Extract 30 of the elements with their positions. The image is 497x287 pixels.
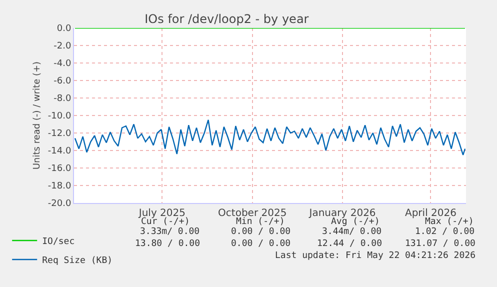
chart-title: IOs for /dev/loop2 - by year	[144, 12, 309, 26]
y-tick-label: -14.0	[48, 146, 72, 157]
text: 0.00 / 0.00	[231, 239, 291, 249]
text: 0.00 / 0.00	[231, 227, 291, 237]
text: Max (-/+)	[425, 217, 474, 227]
x-tick-label: April 2026	[404, 208, 456, 219]
legend-label: IO/sec	[42, 237, 75, 248]
text: 131.07 / 0.00	[405, 239, 476, 249]
y-tick-label: -6.0	[54, 76, 72, 87]
text: Cur (-/+)	[141, 217, 190, 227]
text: Avg (-/+)	[331, 217, 380, 227]
y-tick-label: -8.0	[54, 94, 72, 104]
legend-label: Req Size (KB)	[42, 256, 113, 266]
text: 3.33m/ 0.00	[140, 227, 200, 237]
y-tick-label: 0.0	[56, 24, 72, 34]
text: 3.44m/ 0.00	[322, 227, 382, 237]
text: Min (-/+)	[236, 217, 285, 227]
y-tick-label: -2.0	[54, 42, 72, 52]
text: 13.80 / 0.00	[135, 239, 200, 249]
text: 1.02 / 0.00	[415, 227, 475, 237]
text: 12.44 / 0.00	[317, 239, 382, 249]
y-tick-label: -12.0	[48, 129, 72, 140]
text: Last update: Fri May 22 04:21:26 2026	[275, 251, 476, 261]
y-tick-label: -10.0	[48, 112, 72, 122]
line-series	[74, 119, 466, 156]
y-tick-label: -20.0	[48, 199, 72, 210]
y-tick-label: -18.0	[48, 182, 72, 192]
y-tick-label: -16.0	[48, 164, 72, 174]
y-tick-label: -4.0	[54, 59, 72, 70]
y-axis-title: Units read (-) / write (+)	[32, 61, 42, 170]
